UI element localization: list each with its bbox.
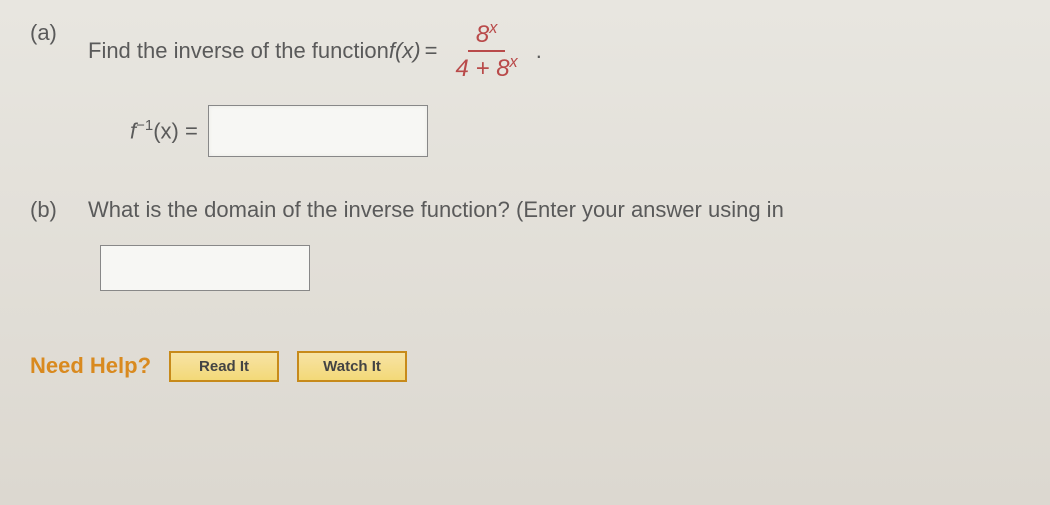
part-b-answer-input[interactable] [100, 245, 310, 291]
part-b-label: (b) [30, 197, 70, 223]
need-help-label: Need Help? [30, 353, 151, 379]
part-a-row: (a) Find the inverse of the function f(x… [30, 20, 1020, 83]
numerator-exp: x [489, 19, 497, 37]
fx-symbol: f(x) [389, 38, 421, 64]
fraction-denominator: 4 + 8x [447, 52, 525, 82]
part-b-row: (b) What is the domain of the inverse fu… [30, 197, 1020, 223]
denominator-exp: x [510, 53, 518, 71]
part-a-prompt: Find the inverse of the function f(x) = … [88, 20, 542, 83]
part-a-label: (a) [30, 20, 70, 46]
part-a-answer-input[interactable] [208, 105, 428, 157]
inverse-label: f−1(x) = [130, 117, 198, 144]
read-it-button[interactable]: Read It [169, 351, 279, 382]
help-row: Need Help? Read It Watch It [0, 351, 1050, 382]
numerator-base: 8 [476, 21, 489, 48]
inverse-x: (x) = [153, 118, 198, 143]
function-expression: f(x) = 8x 4 + 8x . [389, 20, 542, 83]
fraction-numerator: 8x [468, 20, 506, 52]
inverse-exp: −1 [136, 117, 153, 134]
denominator-left: 4 + [455, 55, 496, 82]
question-content: (a) Find the inverse of the function f(x… [0, 0, 1050, 351]
fraction: 8x 4 + 8x [447, 20, 525, 83]
part-b-prompt: What is the domain of the inverse functi… [88, 197, 784, 223]
watch-it-button[interactable]: Watch It [297, 351, 407, 382]
equals-sign: = [425, 38, 438, 64]
denominator-base: 8 [496, 55, 509, 82]
part-a-answer-row: f−1(x) = [130, 105, 1020, 157]
part-a-prompt-prefix: Find the inverse of the function [88, 38, 389, 64]
trailing-dot: . [536, 38, 542, 64]
